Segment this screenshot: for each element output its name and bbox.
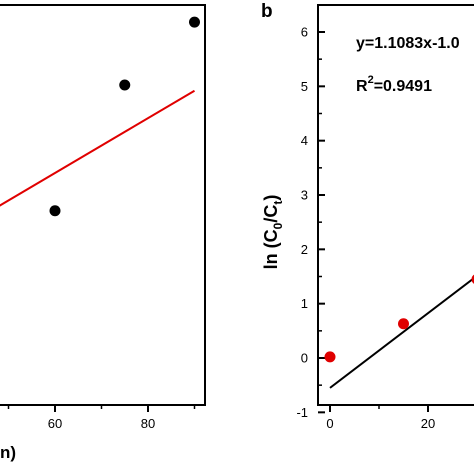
panel-b-equation: y=1.1083x-1.0 xyxy=(356,35,460,52)
panel-b-r-squared-r: R xyxy=(356,78,368,95)
panel-a-x-tick-labels: 60 80 xyxy=(48,416,155,431)
panel-b-r-squared-exponent: 2 xyxy=(368,74,374,86)
panel-a-axes-frame xyxy=(0,4,206,406)
panel-b-ticks xyxy=(318,4,429,414)
panel-b-y-tick-label: 4 xyxy=(301,133,308,148)
panel-b-y-tick-label: 5 xyxy=(301,79,308,94)
panel-b-y-tick-label: 6 xyxy=(301,25,308,40)
panel-a-data-point xyxy=(49,205,61,217)
panel-b-y-tick-label: 1 xyxy=(301,296,308,311)
panel-a-data-point xyxy=(119,79,131,91)
panel-b-x-tick-label: 20 xyxy=(421,416,435,431)
panel-b-y-tick-labels: -101234567 xyxy=(296,25,308,420)
panel-a-fit-line xyxy=(0,89,196,207)
panel-a-x-tick-label: 60 xyxy=(48,416,62,431)
panel-a-x-axis-label: n) xyxy=(0,443,16,462)
panel-a-ticks xyxy=(7,405,196,412)
panel-a-x-tick-label: 80 xyxy=(141,416,155,431)
panel-b-x-tick-labels: 0 20 xyxy=(326,416,435,431)
panel-b-data-point xyxy=(398,318,409,330)
panel-b-axes-frame xyxy=(317,4,474,406)
panel-b-label: b xyxy=(261,1,273,22)
panel-b-r-squared: R2=0.9491 xyxy=(356,74,432,95)
panel-b-y-tick-label: 0 xyxy=(301,351,308,366)
panel-b: b -101234567 020 y=1.1083x-1.0 R2=0.9491… xyxy=(261,1,474,431)
panel-b-y-tick-label: 3 xyxy=(301,188,308,203)
panel-b-fit-line xyxy=(329,276,474,389)
panel-b-y-axis-label: ln (C0/Ct) xyxy=(261,195,285,270)
panel-a: 60 80 n) xyxy=(0,4,206,462)
panel-b-r-squared-value: =0.9491 xyxy=(374,78,432,95)
panel-b-data-point xyxy=(471,274,474,284)
panel-b-x-tick-label: 0 xyxy=(326,416,333,431)
panel-b-y-tick-label: -1 xyxy=(296,405,308,420)
panel-b-points xyxy=(324,274,474,363)
panel-b-data-point xyxy=(324,351,336,363)
panel-a-data-point xyxy=(189,16,200,28)
panel-b-y-tick-label: 2 xyxy=(301,242,308,257)
panel-a-points xyxy=(49,16,200,217)
